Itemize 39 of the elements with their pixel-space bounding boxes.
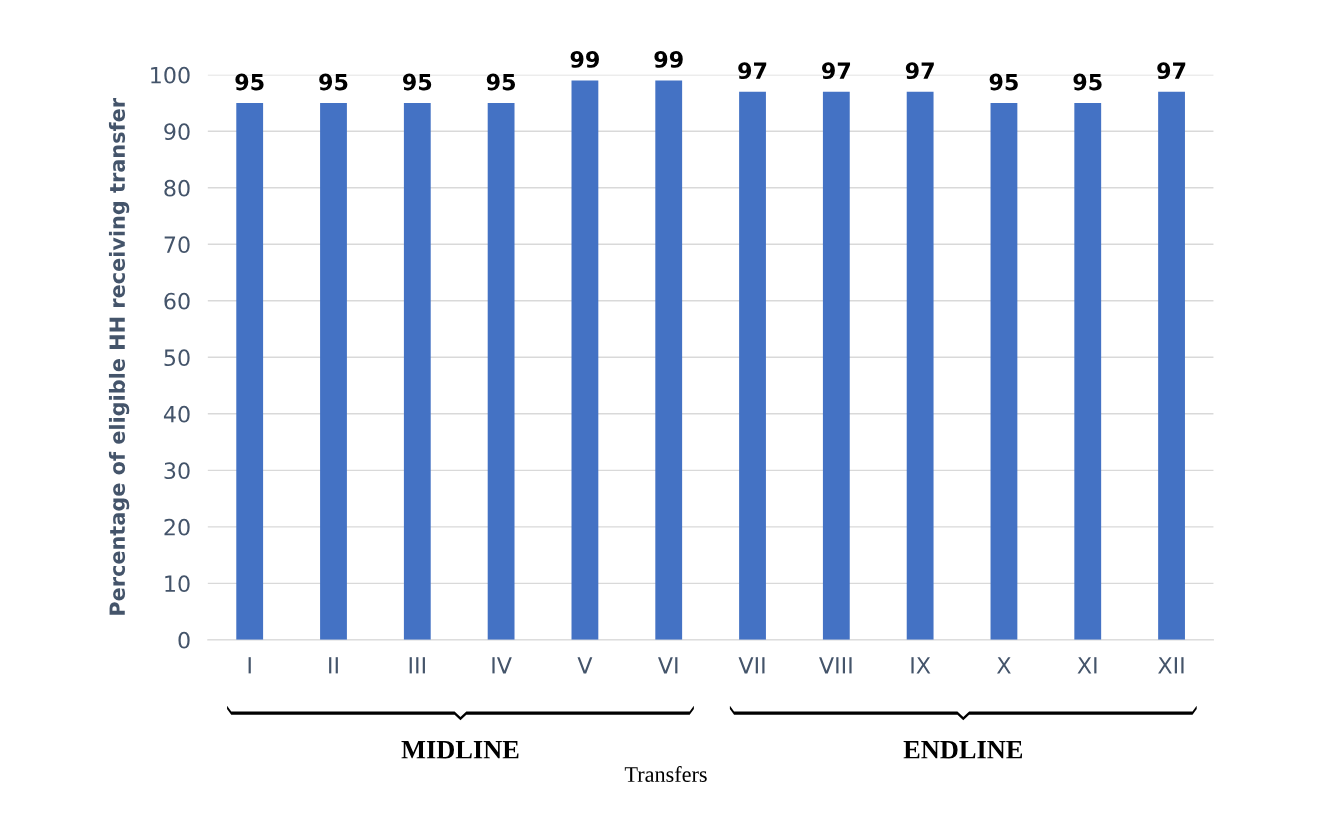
data-label: 95 [989, 73, 1018, 91]
x-tick-label: VI [658, 657, 678, 674]
y-tick-label: 40 [163, 405, 190, 423]
x-tick-label: IV [492, 657, 512, 674]
data-label: 99 [654, 51, 683, 68]
x-tick-label: X [996, 657, 1011, 674]
text: MIDLINE [401, 741, 519, 759]
x-tick-label: V [577, 657, 593, 674]
x-axis-title: Transfers [624, 766, 707, 782]
data-label: 97 [905, 62, 934, 80]
data-label: 95 [1073, 73, 1102, 91]
data-label: 95 [235, 73, 264, 91]
data-label: 97 [1157, 62, 1186, 80]
x-tick-label: XI [1077, 657, 1097, 674]
x-tick-label: II [329, 657, 338, 674]
x-tick-label: VII [738, 657, 765, 674]
y-tick-label: 20 [164, 518, 190, 536]
y-tick-label: 50 [164, 349, 190, 367]
x-tick-label: XII [1158, 657, 1184, 674]
data-label: 99 [570, 51, 599, 68]
y-tick-label: 80 [164, 179, 190, 197]
data-label: 95 [402, 73, 432, 91]
y-tick-label: 90 [164, 123, 190, 141]
text: ENDLINE [903, 741, 1023, 759]
y-tick-label: 70 [164, 236, 190, 254]
y-axis-title: Percentage of eligible HH receiving transfer [108, 98, 130, 615]
data-label: 97 [738, 62, 767, 80]
y-tick-label: 10 [165, 575, 190, 593]
data-label: 97 [822, 62, 851, 80]
x-tick-label: I [248, 657, 251, 674]
x-tick-label: IX [911, 657, 931, 674]
data-label: 95 [486, 73, 516, 91]
y-tick-label: 100 [151, 66, 190, 84]
y-tick-label: 0 [178, 631, 190, 649]
x-tick-label: III [409, 657, 425, 674]
data-label: 95 [319, 73, 348, 91]
x-tick-label: VIII [819, 657, 852, 674]
y-tick-label: 60 [164, 292, 190, 310]
y-tick-label: 30 [164, 462, 190, 480]
